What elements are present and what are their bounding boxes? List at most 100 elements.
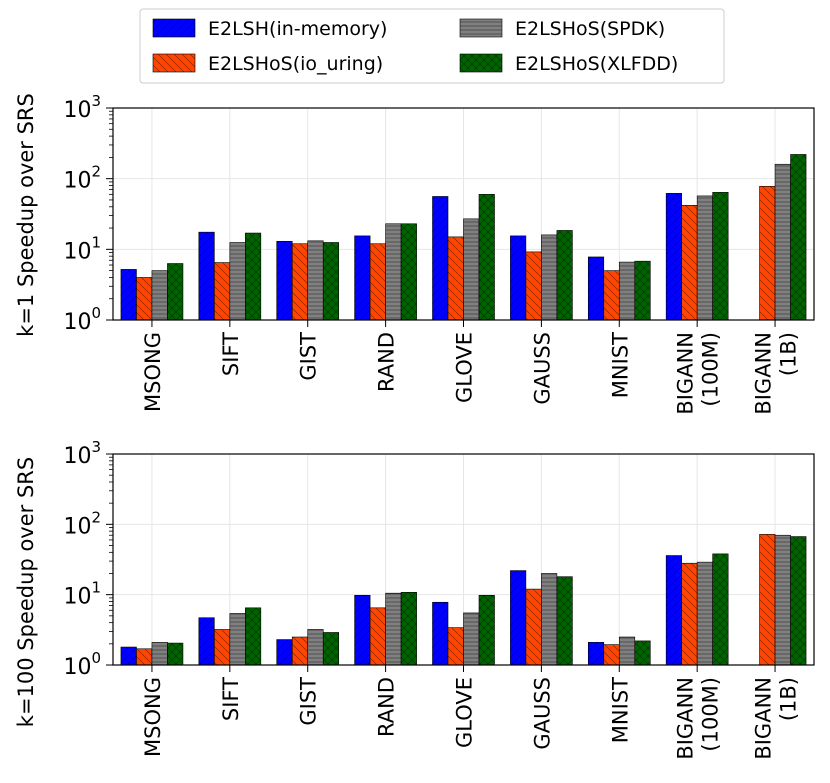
x-tick-label: GLOVE	[453, 332, 477, 403]
bar-hatch	[432, 196, 448, 320]
bar-hatch	[276, 639, 293, 665]
legend-swatch-hatch	[153, 19, 195, 37]
bar-hatch	[479, 595, 495, 665]
top-chart-panel: k=1 Speedup over SRS 100 101 102 103 MSONG SI…	[14, 92, 815, 415]
x-tick-label: MSONG	[141, 332, 165, 412]
x-tick-label: (100M)	[699, 677, 723, 752]
bar-hatch	[697, 562, 713, 665]
bar-hatch	[448, 627, 464, 665]
x-tick-label: RAND	[375, 332, 399, 392]
bar-hatch	[276, 241, 293, 320]
y-tick-label: 100	[63, 649, 101, 680]
x-tick-label: SIFT	[219, 332, 243, 376]
bar-hatch	[556, 230, 573, 320]
bar-hatch	[385, 593, 402, 665]
bar-hatch	[136, 648, 152, 665]
bar-hatch	[370, 607, 386, 665]
bar-hatch	[712, 192, 729, 320]
y-tick-label: 101	[63, 579, 101, 610]
bar-hatch	[385, 223, 402, 320]
bar-hatch	[510, 570, 526, 665]
bar-hatch	[245, 233, 261, 320]
bar-hatch	[525, 589, 542, 665]
x-tick-label: GIST	[297, 677, 321, 726]
x-tick-label: (100M)	[699, 332, 723, 407]
y-tick-label: 103	[63, 438, 101, 469]
bar-hatch	[401, 223, 417, 320]
bar-hatch	[307, 629, 324, 665]
bar-hatch	[556, 576, 573, 665]
bar-hatch	[603, 270, 620, 320]
bottom-chart-panel: k=100 Speedup over SRS 100 101 102 103 MSONG…	[14, 438, 815, 760]
bar-hatch	[151, 642, 168, 665]
bar-hatch	[214, 629, 230, 665]
bar-hatch	[292, 637, 308, 665]
bar-hatch	[151, 270, 168, 320]
x-tick-label: BIGANN	[752, 677, 776, 760]
bar-hatch	[510, 235, 526, 320]
bar-hatch	[323, 242, 339, 320]
bar-hatch	[167, 643, 183, 665]
bar-hatch	[323, 632, 339, 665]
bar-hatch	[229, 613, 246, 665]
legend-label: E2LSHoS(SPDK)	[515, 18, 665, 40]
y-tick-label: 102	[63, 163, 101, 194]
bar-hatch	[479, 194, 495, 320]
x-tick-label: MNIST	[608, 677, 632, 743]
legend-swatch-hatch	[460, 19, 502, 37]
bar-hatch	[198, 232, 215, 320]
bar-hatch	[432, 602, 448, 665]
bar-hatch	[634, 261, 651, 320]
bar-hatch	[759, 186, 776, 320]
bar-hatch	[120, 647, 137, 665]
legend-swatch-hatch	[153, 54, 195, 72]
bar-hatch	[354, 595, 371, 665]
bar-hatch	[354, 235, 371, 320]
x-tick-label: MNIST	[608, 332, 632, 398]
bar-hatch	[541, 234, 557, 320]
bar-hatch	[681, 563, 698, 665]
bar-hatch	[167, 263, 183, 320]
legend-swatch-hatch	[460, 54, 502, 72]
x-tick-label: MSONG	[141, 677, 165, 757]
x-tick-label: RAND	[375, 677, 399, 737]
legend-label: E2LSHoS(XLFDD)	[515, 53, 678, 75]
x-tick-label: (1B)	[777, 677, 801, 721]
bar-hatch	[525, 251, 542, 320]
legend-entry: E2LSH(in-memory)	[152, 18, 387, 40]
x-tick-label: GAUSS	[530, 332, 554, 405]
bar-hatch	[697, 195, 713, 320]
bar-hatch	[198, 617, 215, 665]
bar-hatch	[588, 256, 604, 320]
legend: E2LSH(in-memory) E2LSHoS(io_uring) E2LSH…	[139, 8, 725, 84]
x-tick-label: GLOVE	[453, 677, 477, 748]
x-tick-label: SIFT	[219, 677, 243, 721]
legend-label: E2LSH(in-memory)	[208, 18, 387, 40]
legend-entry: E2LSHoS(SPDK)	[459, 18, 665, 40]
x-tick-label: GIST	[297, 332, 321, 381]
legend-frame	[139, 8, 725, 84]
bar-hatch	[463, 612, 479, 665]
bar-hatch	[245, 607, 261, 665]
y-axis-label: k=100 Speedup over SRS	[14, 457, 38, 727]
x-tick-label: GAUSS	[530, 677, 554, 750]
bar-hatch	[790, 154, 807, 320]
x-tick-label: (1B)	[777, 332, 801, 376]
x-tick-label: BIGANN	[674, 677, 698, 760]
y-tick-label: 103	[63, 92, 101, 123]
bar-hatch	[401, 592, 417, 665]
bar-hatch	[619, 637, 635, 665]
legend-label: E2LSHoS(io_uring)	[208, 53, 383, 75]
bar-hatch	[775, 164, 791, 320]
y-tick-label: 101	[63, 233, 101, 264]
bar-hatch	[541, 573, 557, 665]
bar-hatch	[307, 240, 324, 320]
bar-hatch	[370, 243, 386, 320]
bar-hatch	[712, 553, 729, 665]
bar-hatch	[120, 269, 137, 320]
bar-hatch	[463, 218, 479, 320]
bar-hatch	[759, 534, 776, 665]
bar-hatch	[619, 262, 635, 320]
bar-hatch	[790, 536, 807, 665]
